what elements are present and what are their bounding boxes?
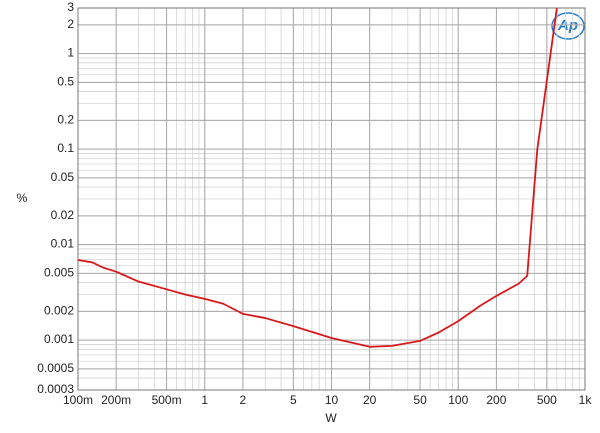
x-axis-label: W	[325, 411, 337, 425]
y-tick-label: 0.05	[51, 170, 75, 184]
y-tick-label: 0.5	[57, 74, 74, 88]
y-tick-label: 0.02	[51, 208, 75, 222]
y-tick-label: 0.005	[44, 265, 74, 279]
plot-frame	[77, 7, 586, 391]
logo: Ap	[557, 17, 578, 34]
y-tick-label: 0.0005	[37, 361, 74, 375]
x-tick-label: 100	[448, 393, 468, 407]
x-tick-label: 2	[240, 393, 247, 407]
x-tick-label: 100m	[63, 393, 93, 407]
y-tick-label: 1	[67, 46, 74, 60]
y-tick-label: 0.001	[44, 332, 74, 346]
y-tick-label: 3	[67, 0, 74, 14]
y-axis-label: %	[17, 191, 28, 205]
x-tick-label: 200	[486, 393, 506, 407]
x-tick-label: 20	[363, 393, 377, 407]
y-tick-label: 0.0003	[37, 382, 74, 396]
x-tick-label: 500	[537, 393, 557, 407]
x-tick-label: 50	[413, 393, 427, 407]
x-tick-label: 5	[290, 393, 297, 407]
x-tick-label: 1k	[579, 393, 593, 407]
y-tick-label: 0.2	[57, 112, 74, 126]
plot-area	[78, 8, 558, 348]
logo-ring	[551, 12, 585, 40]
y-tick-label: 0.01	[51, 237, 75, 251]
x-tick-label: 1	[201, 393, 208, 407]
data-line	[78, 8, 558, 348]
x-tick-label: 500m	[152, 393, 182, 407]
y-tick-label: 0.002	[44, 303, 74, 317]
x-tick-label: 200m	[101, 393, 131, 407]
x-tick-label: 10	[325, 393, 339, 407]
y-tick-label: 2	[67, 17, 74, 31]
y-tick-label: 0.1	[57, 141, 74, 155]
